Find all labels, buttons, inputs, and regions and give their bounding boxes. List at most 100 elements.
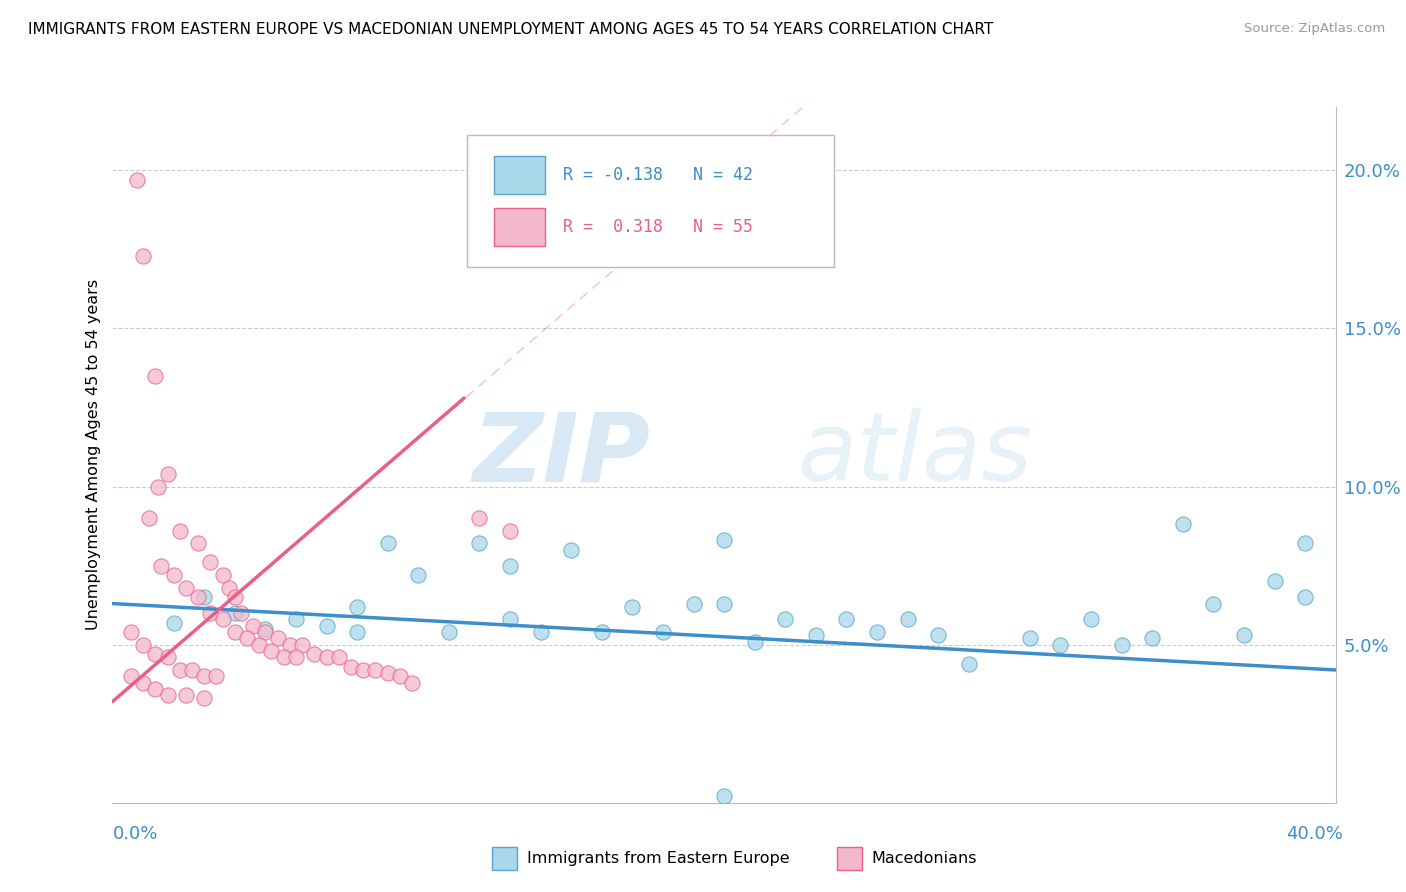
Point	[143, 647, 166, 661]
Text: IMMIGRANTS FROM EASTERN EUROPE VS MACEDONIAN UNEMPLOYMENT AMONG AGES 45 TO 54 YE: IMMIGRANTS FROM EASTERN EUROPE VS MACEDO…	[28, 22, 994, 37]
Point	[163, 615, 186, 630]
Text: 0.0%: 0.0%	[112, 825, 157, 843]
Bar	[494, 208, 546, 246]
Point	[437, 625, 460, 640]
Point	[775, 612, 797, 626]
Point	[132, 249, 155, 263]
Point	[1142, 632, 1164, 646]
Point	[174, 581, 197, 595]
Point	[132, 638, 155, 652]
Point	[254, 625, 277, 640]
Point	[346, 599, 368, 614]
Point	[260, 644, 283, 658]
Point	[713, 789, 735, 804]
Point	[401, 675, 423, 690]
Point	[120, 625, 142, 640]
Point	[247, 638, 270, 652]
Point	[377, 666, 399, 681]
Point	[242, 618, 264, 632]
Point	[266, 632, 288, 646]
Point	[291, 638, 314, 652]
Point	[499, 612, 522, 626]
Point	[193, 691, 215, 706]
Point	[236, 632, 259, 646]
Point	[156, 688, 179, 702]
Point	[211, 612, 233, 626]
Text: Source: ZipAtlas.com: Source: ZipAtlas.com	[1244, 22, 1385, 36]
Point	[1233, 628, 1256, 642]
Point	[897, 612, 920, 626]
Point	[682, 597, 704, 611]
Text: ZIP: ZIP	[472, 409, 651, 501]
Point	[621, 599, 644, 614]
Point	[120, 669, 142, 683]
Text: R = -0.138   N = 42: R = -0.138 N = 42	[562, 166, 752, 184]
Point	[1294, 536, 1316, 550]
Point	[125, 173, 148, 187]
Point	[229, 606, 252, 620]
Point	[927, 628, 949, 642]
Point	[193, 591, 215, 605]
Point	[315, 618, 337, 632]
FancyBboxPatch shape	[467, 135, 834, 267]
Point	[1264, 574, 1286, 589]
Point	[468, 511, 491, 525]
Text: atlas: atlas	[797, 409, 1032, 501]
Point	[284, 612, 308, 626]
Point	[591, 625, 613, 640]
Point	[150, 558, 173, 573]
Point	[328, 650, 350, 665]
Point	[143, 368, 166, 383]
Text: 40.0%: 40.0%	[1286, 825, 1343, 843]
Point	[193, 669, 215, 683]
Point	[1171, 517, 1194, 532]
Point	[254, 622, 277, 636]
Point	[499, 524, 522, 538]
Point	[499, 558, 522, 573]
Point	[1111, 638, 1133, 652]
Point	[143, 681, 166, 696]
Point	[205, 669, 228, 683]
Point	[1202, 597, 1225, 611]
Point	[284, 650, 308, 665]
Point	[713, 597, 735, 611]
Point	[181, 663, 204, 677]
Point	[1049, 638, 1071, 652]
Text: Macedonians: Macedonians	[872, 851, 977, 866]
Point	[713, 533, 735, 548]
Bar	[494, 156, 546, 194]
Point	[156, 650, 179, 665]
Point	[169, 524, 191, 538]
Point	[138, 511, 160, 525]
Text: R =  0.318   N = 55: R = 0.318 N = 55	[562, 218, 752, 235]
Point	[804, 628, 827, 642]
Point	[530, 625, 553, 640]
Point	[187, 536, 209, 550]
Point	[1018, 632, 1040, 646]
Point	[273, 650, 295, 665]
Point	[560, 542, 582, 557]
Point	[174, 688, 197, 702]
Point	[866, 625, 889, 640]
Point	[957, 657, 980, 671]
Point	[224, 625, 246, 640]
Point	[315, 650, 337, 665]
Point	[388, 669, 411, 683]
Point	[200, 606, 222, 620]
Point	[744, 634, 766, 648]
Point	[1294, 591, 1316, 605]
Point	[352, 663, 374, 677]
Point	[346, 625, 368, 640]
Point	[340, 660, 363, 674]
Point	[224, 591, 246, 605]
Point	[218, 581, 240, 595]
Point	[169, 663, 191, 677]
Point	[1080, 612, 1102, 626]
Point	[377, 536, 399, 550]
Point	[468, 536, 491, 550]
Point	[163, 568, 186, 582]
Point	[652, 625, 675, 640]
Y-axis label: Unemployment Among Ages 45 to 54 years: Unemployment Among Ages 45 to 54 years	[86, 279, 101, 631]
Point	[200, 556, 222, 570]
Point	[187, 591, 209, 605]
